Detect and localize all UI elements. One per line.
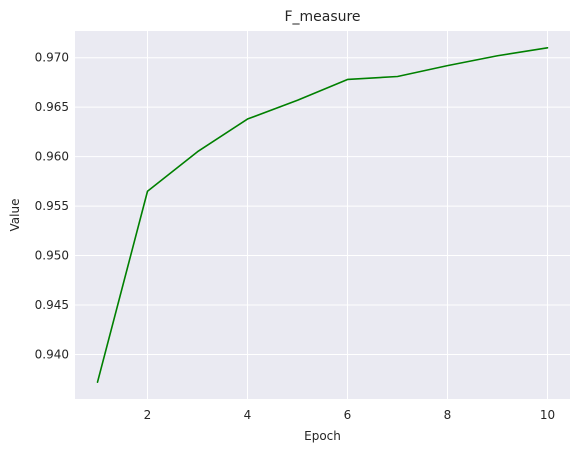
x-axis-label: Epoch <box>304 429 341 443</box>
x-axis-ticks: 2 4 6 8 10 <box>144 408 555 422</box>
series-lines <box>96 47 549 383</box>
y-axis-label: Value <box>8 199 22 232</box>
y-tick-label: 0.960 <box>35 150 69 164</box>
x-tick-label: 4 <box>244 408 252 422</box>
chart-title: F_measure <box>284 9 360 25</box>
y-tick-label: 0.965 <box>35 100 69 114</box>
x-tick-label: 8 <box>444 408 452 422</box>
grid-lines <box>75 31 570 399</box>
x-tick-label: 6 <box>344 408 352 422</box>
x-tick-label: 2 <box>144 408 152 422</box>
y-tick-label: 0.945 <box>35 298 69 312</box>
y-tick-label: 0.940 <box>35 347 69 361</box>
plot-background <box>75 31 570 399</box>
x-tick-label: 10 <box>540 408 555 422</box>
y-tick-label: 0.970 <box>35 51 69 65</box>
y-tick-label: 0.950 <box>35 249 69 263</box>
series-line <box>96 47 549 383</box>
y-axis-ticks: 0.940 0.945 0.950 0.955 0.960 0.965 0.970 <box>35 51 69 362</box>
y-tick-label: 0.955 <box>35 199 69 213</box>
